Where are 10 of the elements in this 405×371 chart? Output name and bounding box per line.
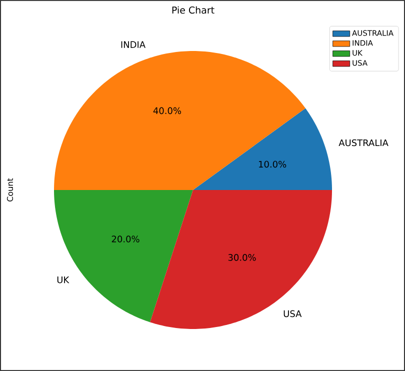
slice-label: INDIA — [121, 41, 146, 48]
data-label: 40.0% — [153, 107, 182, 114]
data-label: 20.0% — [112, 236, 140, 242]
data-label: 30.0% — [228, 254, 256, 261]
slice-label: AUSTRALIA — [338, 139, 388, 146]
data-label: 10.0% — [259, 160, 286, 168]
slice-label: USA — [284, 310, 302, 318]
slice-label: UK — [57, 276, 70, 284]
chart-title: Pie Chart — [172, 6, 214, 14]
text: Count — [6, 178, 14, 202]
